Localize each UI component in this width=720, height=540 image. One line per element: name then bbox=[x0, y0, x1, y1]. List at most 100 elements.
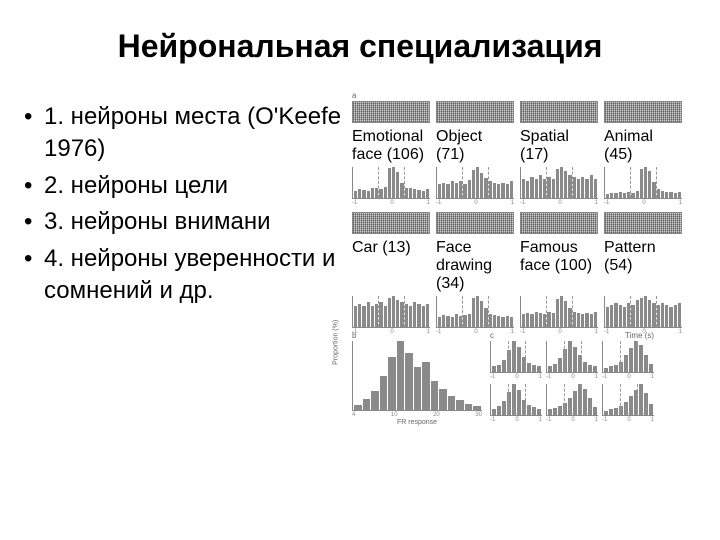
bar bbox=[473, 406, 481, 410]
bar bbox=[594, 179, 597, 198]
histogram-bars bbox=[602, 384, 654, 416]
bar bbox=[354, 405, 362, 410]
bar bbox=[552, 179, 555, 198]
histogram: -101 bbox=[520, 296, 598, 335]
bar bbox=[405, 188, 408, 198]
bar bbox=[639, 384, 643, 415]
bar bbox=[609, 366, 613, 372]
x-axis: -101 bbox=[520, 199, 598, 206]
bar bbox=[476, 167, 479, 198]
x-axis: -101 bbox=[490, 416, 542, 423]
bar bbox=[593, 407, 597, 415]
y-axis-label: Proportion (%) bbox=[333, 319, 340, 364]
x-axis: 4102030 bbox=[352, 411, 482, 418]
bullet-text: 1. нейроны места (O'Keefe 1976) bbox=[44, 101, 344, 166]
bar bbox=[371, 391, 379, 410]
bar bbox=[442, 183, 445, 199]
raster-plot bbox=[352, 212, 430, 234]
bar bbox=[636, 191, 639, 198]
bar bbox=[502, 401, 506, 415]
bar bbox=[629, 348, 633, 372]
bar bbox=[422, 306, 425, 327]
bar bbox=[583, 389, 587, 415]
histogram-bars bbox=[520, 296, 598, 328]
bar bbox=[532, 365, 536, 372]
histogram: -101 bbox=[436, 296, 514, 335]
bullet-item: •3. нейроны внимани bbox=[24, 206, 344, 238]
bar bbox=[657, 305, 660, 327]
bar bbox=[530, 177, 533, 198]
small-grid-row: -101-101-101 bbox=[490, 341, 654, 380]
bar bbox=[556, 169, 559, 198]
hist-row-mid: -101-101-101-101 bbox=[352, 296, 696, 335]
bar bbox=[614, 408, 618, 415]
bar bbox=[614, 193, 617, 198]
bar bbox=[588, 365, 592, 372]
x-axis: -101 bbox=[490, 373, 542, 380]
bar bbox=[492, 366, 496, 372]
bar bbox=[614, 303, 617, 327]
bar bbox=[501, 317, 504, 327]
bar bbox=[573, 347, 577, 372]
label-row: Car (13) Face drawing (34) Famous face (… bbox=[352, 239, 696, 293]
bar bbox=[439, 389, 447, 410]
panel-label: Famous face (100) bbox=[520, 239, 598, 293]
bar bbox=[560, 296, 563, 327]
bullet-text: 3. нейроны внимани bbox=[44, 206, 270, 238]
bar bbox=[465, 404, 473, 410]
raster-row-top bbox=[352, 101, 696, 125]
bar bbox=[497, 316, 500, 327]
histogram-bars bbox=[352, 341, 482, 411]
histogram-bars bbox=[436, 167, 514, 199]
bar bbox=[548, 366, 552, 372]
bar bbox=[644, 167, 647, 198]
bar bbox=[590, 314, 593, 327]
panel-label: Face drawing (34) bbox=[436, 239, 514, 293]
bar bbox=[665, 192, 668, 198]
bar bbox=[564, 171, 567, 198]
bar bbox=[502, 360, 506, 372]
bar bbox=[648, 300, 651, 327]
bar bbox=[354, 306, 357, 327]
bar bbox=[558, 358, 562, 372]
bar bbox=[417, 190, 420, 198]
bar bbox=[636, 300, 639, 327]
bar bbox=[497, 406, 501, 415]
bar bbox=[631, 193, 634, 198]
bar bbox=[657, 189, 660, 198]
bar bbox=[367, 191, 370, 198]
bar bbox=[674, 193, 677, 198]
bar bbox=[446, 184, 449, 198]
bar bbox=[624, 402, 628, 415]
bar bbox=[619, 192, 622, 198]
bar bbox=[594, 312, 597, 328]
bar bbox=[623, 307, 626, 327]
bullet-text: 2. нейроны цели bbox=[44, 170, 228, 202]
histogram-bars bbox=[604, 167, 682, 199]
histogram: -101 bbox=[546, 341, 598, 380]
x-axis: -101 bbox=[520, 328, 598, 335]
bar bbox=[451, 317, 454, 327]
histogram: -101 bbox=[604, 296, 682, 335]
bar bbox=[431, 381, 439, 410]
bar bbox=[606, 307, 609, 327]
bar bbox=[573, 177, 576, 198]
bar bbox=[380, 376, 388, 410]
histogram: -101 bbox=[490, 384, 542, 423]
bar bbox=[547, 177, 550, 198]
bar bbox=[455, 183, 458, 199]
bar bbox=[493, 315, 496, 327]
bullet-list: •1. нейроны места (O'Keefe 1976) •2. ней… bbox=[24, 101, 344, 311]
bar bbox=[522, 314, 525, 327]
bar bbox=[547, 312, 550, 328]
bar bbox=[669, 307, 672, 327]
bar bbox=[665, 305, 668, 327]
hist-row-top: -101-101-101-101 bbox=[352, 167, 696, 206]
bar bbox=[606, 194, 609, 198]
histogram-bars bbox=[520, 167, 598, 199]
panel-label: Object (71) bbox=[436, 128, 514, 164]
bar bbox=[363, 399, 371, 411]
histogram-bars bbox=[436, 296, 514, 328]
bar bbox=[492, 409, 496, 415]
bar bbox=[614, 365, 618, 372]
